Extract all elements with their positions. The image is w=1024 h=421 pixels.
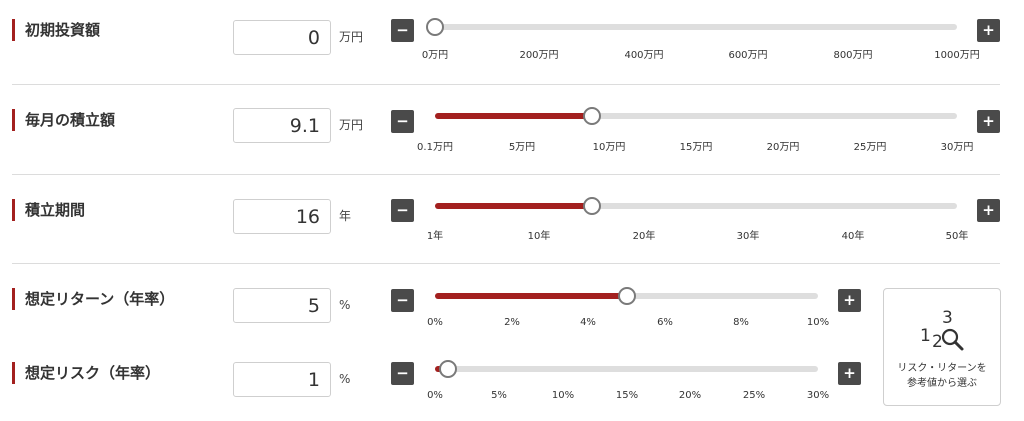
row-label: 積立期間 (12, 199, 85, 221)
divider (12, 263, 1000, 264)
slider-fill (435, 203, 592, 209)
tick-label: 200万円 (519, 50, 559, 61)
tick-label: 6% (657, 317, 673, 328)
tick-label: 50年 (945, 231, 969, 242)
tick-label: 10% (806, 317, 830, 328)
slider-fill (435, 113, 592, 119)
tick-label: 0% (427, 317, 443, 328)
tick-label: 0万円 (421, 50, 449, 61)
decrement-button[interactable]: − (391, 199, 414, 222)
slider-track[interactable] (435, 360, 818, 378)
tick-label: 8% (733, 317, 749, 328)
tick-label: 15万円 (679, 142, 713, 153)
tick-label: 4% (580, 317, 596, 328)
slider-handle[interactable] (583, 107, 601, 125)
svg-text:2: 2 (932, 332, 943, 352)
row-label: 毎月の積立額 (12, 109, 115, 131)
decrement-button[interactable]: − (391, 362, 414, 385)
slider-track[interactable] (435, 287, 818, 305)
slider-fill (435, 293, 627, 299)
row-label: 想定リスク（年率） (12, 362, 160, 384)
investment-period-input[interactable] (233, 199, 331, 234)
reference-values-button[interactable]: 1 2 3 リスク・リターンを 参考値から選ぶ (883, 288, 1001, 406)
tick-label: 1000万円 (934, 50, 980, 61)
expected-risk-input[interactable] (233, 362, 331, 397)
increment-button[interactable]: + (838, 289, 861, 312)
unit-label: % (339, 372, 351, 386)
tick-label: 2% (504, 317, 520, 328)
slider-handle[interactable] (439, 360, 457, 378)
tick-label: 25万円 (853, 142, 887, 153)
svg-text:1: 1 (920, 326, 931, 346)
tick-label: 1年 (426, 231, 444, 242)
tick-label: 20年 (632, 231, 656, 242)
tick-label: 0% (427, 390, 443, 401)
tick-label: 400万円 (624, 50, 664, 61)
tick-label: 10万円 (592, 142, 626, 153)
increment-button[interactable]: + (977, 110, 1000, 133)
tick-label: 30% (806, 390, 830, 401)
decrement-button[interactable]: − (391, 110, 414, 133)
monthly-contribution-input[interactable] (233, 108, 331, 143)
tick-label: 0.1万円 (417, 142, 453, 153)
numbers-magnifier-icon: 1 2 3 (920, 308, 964, 352)
unit-label: % (339, 298, 351, 312)
slider-track[interactable] (435, 197, 957, 215)
initial-investment-input[interactable] (233, 20, 331, 55)
tick-label: 5万円 (508, 142, 536, 153)
tick-label: 15% (615, 390, 639, 401)
helper-label-line2: 参考値から選ぶ (907, 378, 977, 389)
slider-track[interactable] (426, 18, 957, 36)
tick-label: 20% (678, 390, 702, 401)
increment-button[interactable]: + (838, 362, 861, 385)
slider-handle[interactable] (618, 287, 636, 305)
decrement-button[interactable]: − (391, 289, 414, 312)
slider-track[interactable] (435, 107, 957, 125)
tick-label: 10年 (527, 231, 551, 242)
row-label: 想定リターン（年率） (12, 288, 174, 310)
tick-label: 25% (742, 390, 766, 401)
tick-label: 10% (551, 390, 575, 401)
tick-labels: 0% 2% 4% 6% 8% 10% (427, 317, 829, 331)
increment-button[interactable]: + (977, 199, 1000, 222)
tick-labels: 0% 5% 10% 15% 20% 25% 30% (427, 390, 829, 404)
svg-text:3: 3 (942, 308, 953, 328)
helper-label-line1: リスク・リターンを (897, 363, 987, 374)
divider (12, 84, 1000, 85)
tick-label: 5% (491, 390, 507, 401)
unit-label: 年 (339, 209, 352, 223)
expected-return-input[interactable] (233, 288, 331, 323)
divider (12, 174, 1000, 175)
decrement-button[interactable]: − (391, 19, 414, 42)
row-label: 初期投資額 (12, 19, 100, 41)
increment-button[interactable]: + (977, 19, 1000, 42)
slider-handle[interactable] (426, 18, 444, 36)
tick-labels: 0万円 200万円 400万円 600万円 800万円 1000万円 (422, 46, 980, 61)
tick-label: 600万円 (728, 50, 768, 61)
tick-label: 40年 (841, 231, 865, 242)
tick-labels: 0.1万円 5万円 10万円 15万円 20万円 25万円 30万円 (417, 138, 973, 153)
unit-label: 万円 (339, 30, 364, 44)
tick-label: 800万円 (833, 50, 873, 61)
tick-labels: 1年 10年 20年 30年 40年 50年 (427, 227, 969, 242)
tick-label: 30年 (736, 231, 760, 242)
slider-handle[interactable] (583, 197, 601, 215)
unit-label: 万円 (339, 118, 364, 132)
tick-label: 30万円 (940, 142, 974, 153)
tick-label: 20万円 (766, 142, 800, 153)
